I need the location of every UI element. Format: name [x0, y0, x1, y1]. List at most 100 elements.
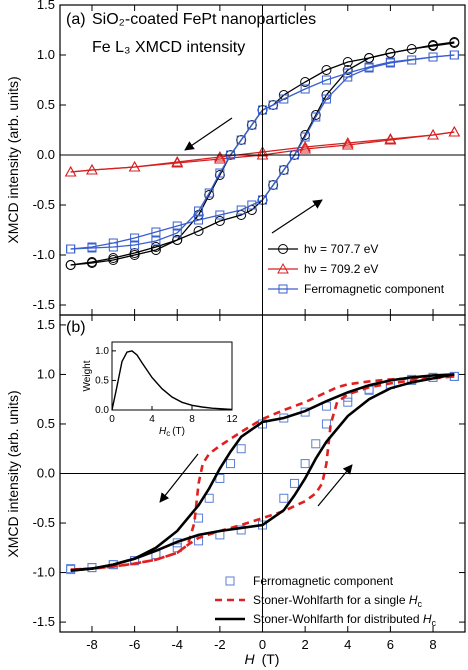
x-tick-label: -4	[171, 637, 183, 652]
panel-a: -1.5 -1.0 -0.5 0.0 0.5 1.0 1.5 (a) SiO₂-coated…	[5, 0, 466, 316]
panel-b-legend: Ferromagnetic component Stoner-Wohlfarth …	[215, 574, 437, 628]
panel-a-arrow-left	[184, 117, 233, 151]
data-point	[428, 52, 438, 62]
data-point	[214, 150, 226, 162]
panel-a-data	[64, 37, 461, 270]
inset-y-tick-label: 0.0	[95, 405, 109, 416]
legend-marker	[278, 284, 288, 294]
data-point	[321, 419, 331, 429]
data-point	[193, 226, 204, 236]
inset-xlabel: Hc (T)	[159, 426, 185, 438]
data-point	[226, 459, 236, 469]
data-point	[130, 233, 140, 243]
panel-b-label: (b)	[66, 319, 86, 336]
data-point	[215, 168, 225, 178]
data-point	[428, 41, 439, 51]
inset-x-tick-label: 0	[109, 414, 115, 425]
data-point	[300, 459, 310, 469]
data-point	[343, 72, 353, 82]
data-point	[236, 135, 246, 145]
inset-y-tick-label: 0.5	[95, 375, 109, 386]
panel-a-title-line1: SiO₂-coated FePt nanoparticles	[92, 11, 316, 28]
data-point	[130, 240, 140, 250]
series-line-upper	[70, 54, 455, 250]
inset-xlabel-var: H	[159, 426, 167, 437]
data-point	[385, 58, 395, 68]
x-axis-label-unit: (T)	[262, 651, 280, 667]
data-point	[449, 50, 459, 60]
inset-x-tick-label: 8	[189, 414, 195, 425]
y-tick-label: 1.0	[37, 366, 55, 381]
x-tick-label: 6	[387, 637, 394, 652]
panel-b: -1.5 -1.0 -0.5 0.0 0.5 1.0 1.5 -8 -6 -4 -2 0 2 4 6 8 (b…	[5, 314, 466, 667]
y-tick-label: 1.5	[37, 0, 55, 12]
legend-label-var: H	[423, 612, 432, 626]
legend-label-sub: c	[418, 599, 423, 609]
x-tick-label: 2	[302, 637, 309, 652]
data-point	[341, 138, 354, 150]
legend-marker	[225, 576, 235, 586]
data-point	[300, 84, 310, 94]
inset-x-tick-label: 4	[149, 414, 155, 425]
legend-label-text: Stoner-Wohlfarth for a single	[253, 593, 409, 607]
y-tick-label: -0.5	[33, 515, 55, 530]
x-tick-label: -8	[86, 637, 98, 652]
y-tick-label: -1.5	[33, 297, 55, 312]
data-point	[151, 227, 161, 237]
y-tick-label: 0.5	[37, 97, 55, 112]
inset-frame	[111, 341, 233, 411]
y-tick-label: -1.0	[33, 247, 55, 262]
panel-a-legend: hν = 707.7 eV hν = 709.2 eV Ferromagnetic …	[268, 242, 445, 296]
data-point	[171, 156, 184, 168]
y-tick-label: -1.5	[33, 614, 55, 629]
data-point	[300, 77, 311, 87]
series-1	[70, 375, 455, 571]
data-point	[299, 142, 311, 154]
x-tick-label: 4	[344, 637, 351, 652]
y-tick-label: -0.5	[33, 197, 55, 212]
series-line-upper	[70, 375, 455, 571]
x-axis-label-var: H	[245, 651, 256, 667]
panel-a-title-line2: Fe L₃ XMCD intensity	[92, 39, 245, 56]
y-tick-label: -1.0	[33, 565, 55, 580]
y-tick-label: 1.5	[37, 317, 55, 332]
x-axis-label: H (T)	[245, 651, 280, 667]
data-point	[66, 244, 76, 254]
data-point	[194, 206, 204, 216]
data-point	[448, 125, 461, 137]
data-point	[236, 205, 246, 215]
data-point	[86, 257, 97, 267]
data-point	[268, 100, 278, 110]
data-point	[321, 75, 331, 85]
data-point	[311, 112, 321, 122]
inset-x-tick-label: 12	[226, 414, 238, 425]
x-tick-label: -2	[214, 637, 226, 652]
data-point	[236, 525, 246, 535]
data-point	[449, 38, 460, 48]
inset-chart: 0.0 0.5 1.0 0 4 8 12 Weight Hc (T)	[82, 341, 238, 438]
data-point	[108, 253, 119, 263]
legend-label: Stoner-Wohlfarth for distributed Hc	[253, 612, 437, 628]
panel-a-label: (a)	[66, 11, 86, 28]
legend-label: Ferromagnetic component	[304, 282, 445, 296]
data-point	[342, 57, 353, 67]
legend-label-var: H	[409, 593, 418, 607]
y-tick-label: 0.0	[37, 147, 55, 162]
legend-label: hν = 709.2 eV	[304, 262, 378, 276]
data-point	[279, 165, 289, 175]
y-tick-label: 0.0	[37, 466, 55, 481]
data-point	[204, 493, 214, 503]
data-point	[321, 94, 331, 104]
data-point	[427, 128, 439, 140]
data-point	[214, 216, 225, 226]
data-point	[236, 444, 246, 454]
y-tick-label: 0.5	[37, 416, 55, 431]
data-point	[268, 180, 278, 190]
data-point	[299, 140, 311, 152]
panel-a-axes: -1.5 -1.0 -0.5 0.0 0.5 1.0 1.5	[33, 0, 465, 315]
data-point	[321, 65, 332, 75]
data-point	[204, 188, 214, 198]
data-point	[300, 132, 310, 142]
data-point	[108, 238, 118, 248]
data-point	[214, 152, 226, 164]
